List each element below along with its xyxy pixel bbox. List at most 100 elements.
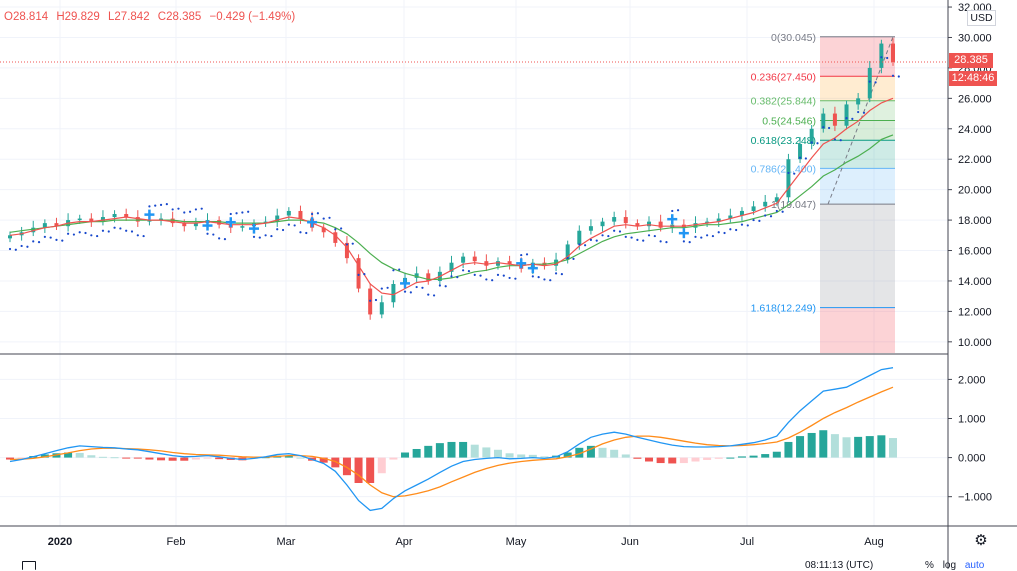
candle-body [240, 226, 245, 228]
percent-toggle[interactable]: % [925, 560, 934, 571]
psar-dot [450, 275, 453, 278]
macd-histogram-bar [645, 457, 654, 462]
psar-dot [380, 287, 383, 290]
candle-body [298, 210, 303, 219]
candle-body [147, 220, 152, 222]
psar-dot [897, 75, 900, 78]
candle-body [867, 67, 872, 99]
macd-histogram-bar [377, 457, 386, 474]
macd-histogram-bar [122, 457, 131, 459]
fib-band [820, 140, 895, 169]
candle-body [658, 221, 663, 228]
psar-dot [26, 245, 29, 248]
psar-dot [723, 231, 726, 235]
candle-body [693, 223, 698, 228]
candle-body [77, 218, 82, 221]
fib-level-label: 0.382(25.844) [751, 96, 816, 108]
time-axis[interactable]: 2020 Feb Mar Apr May Jun Jul Aug [48, 536, 884, 548]
macd-histogram-bar [157, 457, 166, 461]
macd-histogram-bar [528, 454, 537, 458]
bar-countdown-label: 12:48:46 [949, 71, 997, 86]
psar-dot [537, 276, 540, 279]
psar-dot [880, 56, 883, 59]
macd-histogram-bar [64, 452, 73, 458]
candle-body [635, 223, 640, 227]
psar-dot [148, 205, 151, 208]
candle-body [31, 227, 36, 233]
psar-dot [706, 234, 709, 237]
psar-dot [671, 209, 674, 213]
macd-histogram-bar [75, 452, 84, 458]
psar-dot [682, 240, 685, 243]
fib-band [820, 307, 895, 353]
psar-dot [66, 232, 70, 235]
candle-body [623, 217, 628, 224]
fib-level-label: 0.5(24.546) [762, 115, 816, 127]
auto-toggle[interactable]: auto [964, 560, 985, 571]
psar-dot [485, 278, 488, 281]
psar-dot [665, 241, 668, 244]
macd-tick-label: 0.000 [958, 453, 986, 465]
fib-level-label: 0.786(21.400) [751, 163, 816, 175]
macd-histogram-bar [691, 457, 700, 462]
candle-body [461, 256, 466, 263]
psar-dot [520, 253, 523, 257]
psar-dot [177, 207, 180, 210]
fib-retracement[interactable]: 0(30.045) 0.236(27.450) 0.382(25.844) 0.5(2… [751, 32, 895, 353]
psar-dot [264, 234, 267, 237]
macd-pane [6, 367, 897, 512]
psar-dot [200, 207, 203, 210]
psar-dot [816, 142, 819, 145]
psar-dot [369, 299, 372, 302]
candle-body [821, 113, 826, 129]
macd-histogram-bar [598, 447, 607, 458]
psar-dot [456, 276, 459, 279]
psar-dot [154, 204, 157, 207]
psar-dot [305, 231, 308, 235]
price-tick-label: 14.000 [958, 276, 992, 288]
psar-dot [403, 290, 407, 293]
psar-dot [874, 81, 877, 84]
currency-button[interactable]: USD [967, 10, 996, 26]
psar-dot [659, 240, 662, 243]
fib-band [820, 168, 895, 205]
macd-histogram-bar [563, 452, 572, 458]
candle-body [8, 235, 12, 239]
price-tick-label: 18.000 [958, 215, 992, 227]
psar-dot [531, 275, 534, 278]
utc-clock[interactable]: 08:11:13 (UTC) [805, 560, 874, 571]
candle-body [170, 218, 175, 224]
candle-body [135, 217, 140, 222]
fib-band [820, 120, 895, 141]
macd-histogram-bar [493, 449, 502, 458]
fib-level-label: 0.236(27.450) [751, 71, 816, 83]
psar-dot [252, 235, 256, 238]
candle-body [321, 227, 326, 233]
candle-body [798, 144, 803, 160]
candle-body [844, 104, 849, 126]
macd-histogram-bar [889, 438, 897, 458]
time-tick-label: Aug [864, 536, 884, 548]
macd-histogram-bar [656, 457, 665, 464]
macd-histogram-bar [435, 443, 444, 458]
candle-body [786, 159, 791, 198]
psar-dot [717, 231, 720, 234]
psar-dot [601, 234, 604, 237]
log-toggle[interactable]: log [942, 560, 957, 571]
settings-gear-icon[interactable]: ⚙ [974, 532, 988, 549]
psar-dot [258, 236, 261, 239]
macd-histogram-bar [203, 457, 212, 459]
psar-dot [502, 274, 505, 277]
time-tick-label: Apr [395, 536, 412, 548]
psar-dot [496, 273, 500, 276]
macd-histogram-bar [865, 436, 874, 458]
psar-dot [409, 291, 412, 294]
psar-dot [851, 117, 854, 120]
psar-dot [688, 241, 691, 244]
psar-dot [183, 211, 186, 214]
candle-body [333, 232, 338, 243]
calendar-icon[interactable] [22, 561, 36, 570]
psar-dot [171, 208, 174, 211]
candle-body [54, 223, 59, 227]
